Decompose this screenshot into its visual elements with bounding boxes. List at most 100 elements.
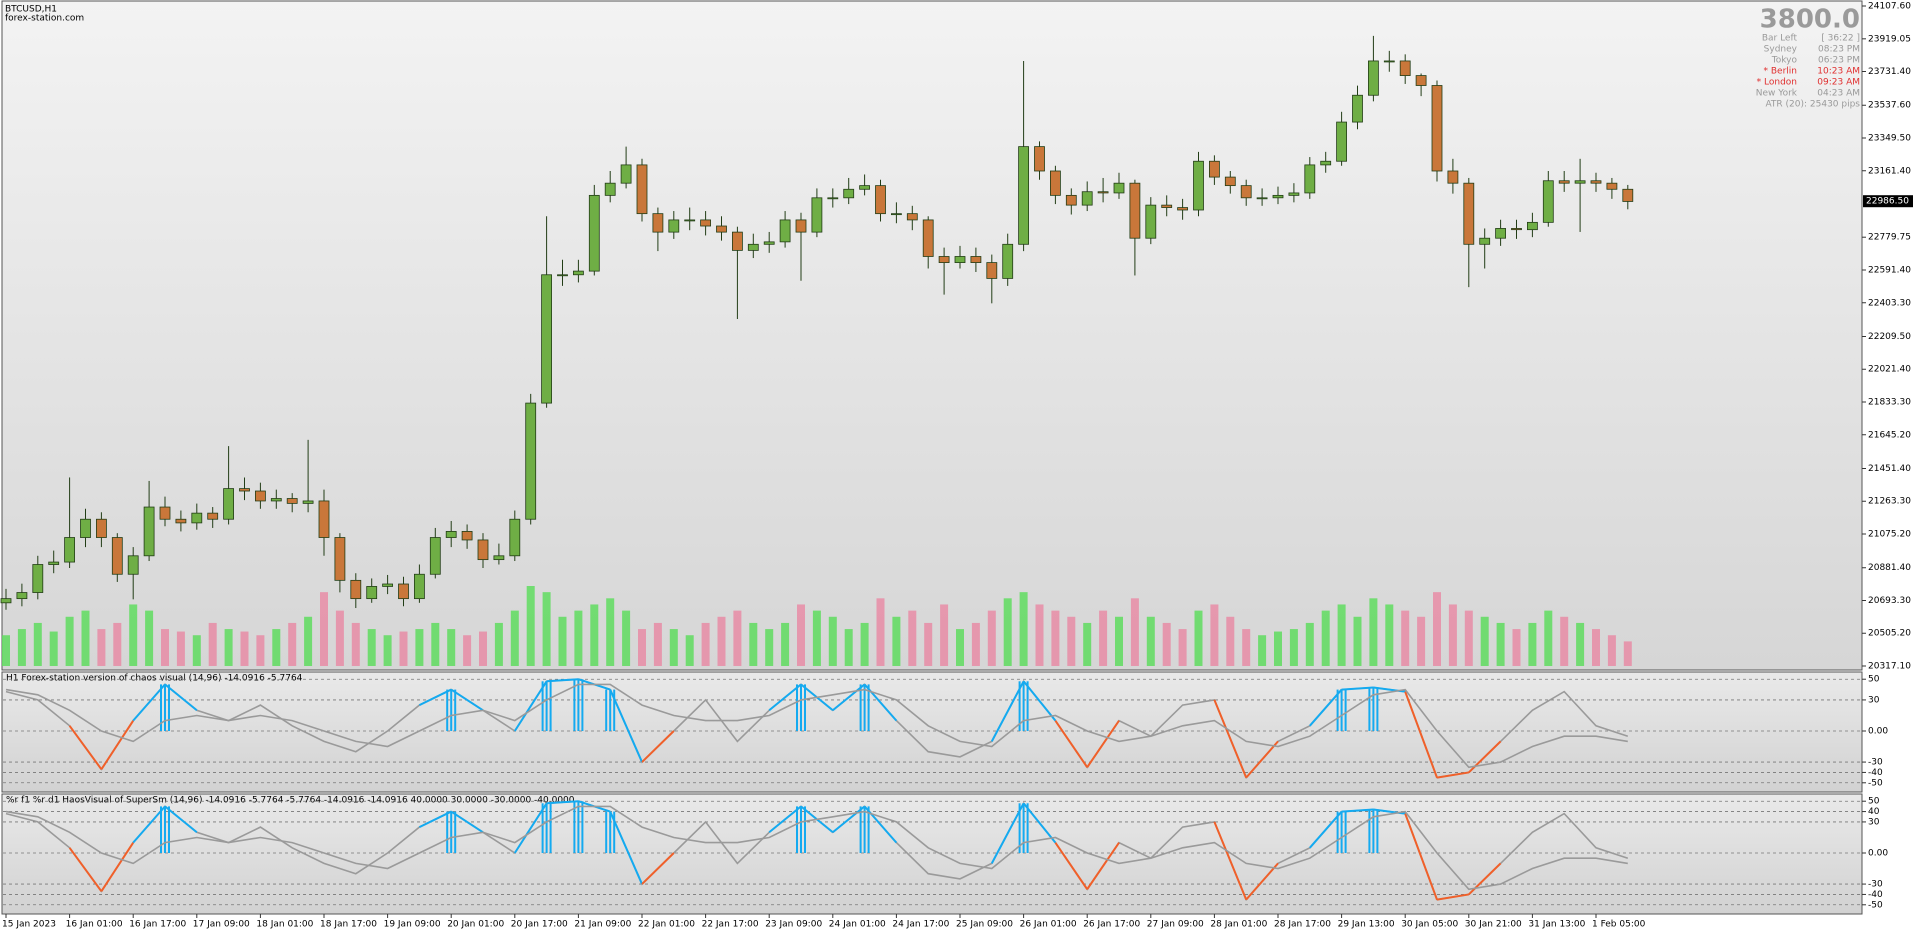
candle-body: [1081, 191, 1093, 206]
oscillator-extreme: [863, 683, 898, 722]
candle-body: [80, 518, 91, 538]
volume-bar: [542, 592, 551, 666]
oscillator-extreme: [1054, 842, 1089, 890]
current-price-label: 22986.50: [1866, 197, 1909, 207]
volume-bar: [1464, 610, 1473, 666]
volume-bar: [987, 610, 996, 666]
oscillator-extreme: [132, 805, 166, 844]
y-tick-label: 30: [1868, 695, 1880, 705]
info-label: New York: [1756, 89, 1798, 99]
y-tick-label: 21075.20: [1868, 530, 1911, 540]
volume-bar: [1321, 610, 1330, 666]
volume-bar: [1448, 604, 1457, 666]
oscillator-extreme: [418, 688, 452, 707]
volume-bar: [924, 622, 933, 666]
volume-bar: [1480, 616, 1489, 666]
y-tick-label: 23349.50: [1868, 134, 1911, 144]
oscillator-extreme: [1468, 740, 1502, 774]
candle-body: [159, 506, 171, 520]
y-tick-label: 40: [1868, 807, 1880, 817]
x-tick-label: 15 Jan 2023: [2, 920, 56, 930]
oscillator-extreme: [1309, 688, 1343, 727]
oscillator-extreme: [450, 688, 484, 712]
candle-body: [1240, 185, 1252, 199]
candle-body: [302, 500, 314, 504]
y-tick-label: 50: [1868, 797, 1880, 807]
volume-bar: [1051, 610, 1060, 666]
y-tick-label: 20693.30: [1868, 596, 1911, 606]
candle-body: [1590, 180, 1602, 184]
candle-body: [1161, 204, 1173, 208]
candle-body: [223, 488, 235, 520]
candle-body: [398, 583, 409, 600]
candle-body: [1622, 188, 1634, 202]
volume-bar: [145, 610, 154, 666]
volume-bar: [1496, 622, 1505, 666]
candle-body: [175, 518, 187, 524]
candle-body: [382, 583, 394, 587]
y-tick-label: -50: [1868, 900, 1883, 910]
info-value: 04:23 AM: [1817, 89, 1860, 99]
candle-body: [1320, 160, 1332, 166]
candle-body: [636, 164, 648, 215]
candle-body: [875, 185, 886, 215]
oscillator-extreme: [1086, 720, 1120, 768]
x-tick-label: 29 Jan 13:00: [1338, 920, 1395, 930]
volume-bar: [288, 622, 297, 666]
x-tick-label: 26 Jan 17:00: [1083, 920, 1140, 930]
candle-body: [286, 498, 298, 504]
y-tick-label: -50: [1868, 778, 1883, 788]
x-tick-label: 24 Jan 01:00: [829, 920, 886, 930]
volume-bar: [479, 631, 487, 666]
candle-body: [493, 555, 505, 561]
candle-body: [16, 592, 28, 600]
info-label: Sydney: [1764, 45, 1798, 55]
oscillator-extreme: [546, 678, 579, 683]
oscillator-extreme: [1022, 802, 1057, 844]
oscillator-extreme: [641, 852, 675, 885]
volume-bar: [1607, 635, 1616, 666]
candle-body: [1018, 146, 1029, 245]
y-tick-label: 21645.20: [1868, 430, 1911, 440]
candle-body: [779, 219, 791, 243]
volume-bar: [2, 635, 10, 666]
candle-body: [32, 564, 44, 593]
y-tick-label: 20317.10: [1868, 662, 1911, 672]
info-text: ATR (20): 25430 pips: [1765, 100, 1860, 110]
oscillator-extreme: [513, 802, 548, 854]
volume-bar: [828, 616, 837, 666]
volume-bar: [1433, 592, 1441, 666]
oscillator-extreme: [1245, 740, 1279, 779]
candle-body: [1558, 180, 1570, 184]
volume-bar: [1003, 598, 1012, 666]
y-tick-label: 20505.20: [1868, 629, 1911, 639]
x-tick-label: 21 Jan 09:00: [574, 920, 631, 930]
oscillator-extreme: [1054, 720, 1089, 768]
candle-body: [652, 213, 664, 233]
candle-body: [684, 219, 696, 222]
y-tick-label: 23731.40: [1868, 67, 1911, 77]
candle-body: [254, 490, 266, 502]
oscillator-extreme: [1404, 813, 1438, 900]
volume-bar: [97, 629, 106, 666]
y-tick-label: 23537.60: [1868, 101, 1911, 111]
info-value: [ 36:22 ]: [1821, 34, 1860, 44]
candle-body: [461, 531, 473, 541]
oscillator-extreme: [100, 842, 135, 892]
y-tick-label: -40: [1868, 890, 1883, 900]
candle-body: [429, 537, 441, 575]
candle-body: [350, 579, 362, 600]
volume-bar: [510, 610, 519, 666]
x-tick-label: 31 Jan 13:00: [1528, 920, 1585, 930]
candle-body: [573, 270, 584, 276]
volume-bar: [638, 629, 646, 666]
candle-body: [1256, 197, 1268, 200]
oscillator-extreme: [164, 683, 198, 712]
candle-body: [795, 219, 807, 233]
volume-bar: [971, 622, 980, 666]
y-tick-label: -30: [1868, 880, 1883, 890]
volume-bar: [812, 610, 821, 666]
oscillator-extreme: [546, 800, 579, 805]
oscillator-extreme: [450, 810, 484, 834]
